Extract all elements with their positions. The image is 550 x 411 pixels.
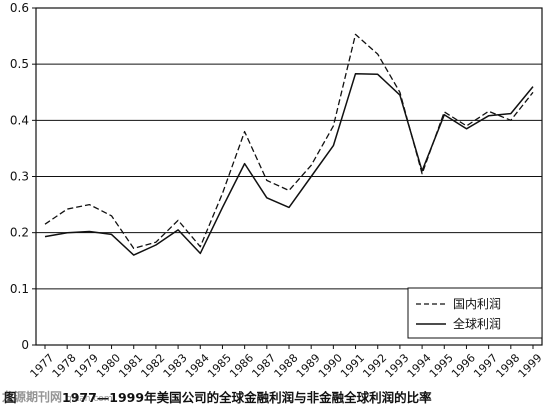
legend-label-global: 全球利润 — [453, 316, 501, 331]
x-tick-label: 1982 — [138, 351, 167, 380]
legend: 国内利润 全球利润 — [407, 287, 543, 339]
x-tick-label: 1998 — [493, 351, 522, 380]
x-tick-label: 1993 — [382, 351, 411, 380]
chart-title: 1977—1999年美国公司的全球金融利润与非金融全球利润的比率 — [62, 390, 432, 405]
x-axis: 1977197819791980198119821983198419851986… — [28, 345, 545, 380]
x-tick-label: 1979 — [72, 351, 101, 380]
x-tick-label: 1999 — [516, 351, 545, 380]
x-tick-label: 1997 — [471, 351, 500, 380]
y-tick-label: 0.3 — [10, 170, 29, 184]
y-tick-label: 0.4 — [10, 113, 29, 127]
x-tick-label: 1984 — [183, 351, 212, 380]
y-tick-label: 0.1 — [10, 282, 29, 296]
y-tick-label: 0.6 — [10, 1, 29, 15]
x-tick-label: 1988 — [272, 351, 301, 380]
legend-box — [407, 287, 543, 339]
series-line-domestic — [44, 33, 534, 250]
x-tick-label: 1987 — [249, 351, 278, 380]
x-tick-label: 1980 — [94, 351, 123, 380]
x-tick-label: 1995 — [427, 351, 456, 380]
y-tick-label: 0.2 — [10, 226, 29, 240]
y-tick-label: 0 — [21, 338, 29, 352]
series-line-global — [44, 72, 534, 256]
x-tick-label: 1994 — [405, 351, 434, 380]
y-tick-label: 0.5 — [10, 57, 29, 71]
figure-label: 图 — [4, 390, 17, 405]
x-tick-label: 1981 — [116, 351, 145, 380]
x-tick-label: 1977 — [28, 351, 57, 380]
gridlines — [36, 63, 542, 290]
y-axis: 0 0.1 0.2 0.3 0.4 0.5 0.6 — [10, 1, 36, 352]
series-lines — [44, 33, 534, 256]
x-tick-label: 1992 — [360, 351, 389, 380]
x-tick-label: 1991 — [338, 351, 367, 380]
x-tick-label: 1990 — [316, 351, 345, 380]
legend-label-domestic: 国内利润 — [453, 297, 501, 311]
x-tick-label: 1983 — [161, 351, 190, 380]
figure-caption: 图 1977—1999年美国公司的全球金融利润与非金融全球利润的比率 — [0, 388, 550, 408]
x-tick-label: 1985 — [205, 351, 234, 380]
x-tick-label: 1989 — [294, 351, 323, 380]
x-tick-label: 1978 — [50, 351, 79, 380]
x-tick-label: 1986 — [227, 351, 256, 380]
x-tick-label: 1996 — [449, 351, 478, 380]
